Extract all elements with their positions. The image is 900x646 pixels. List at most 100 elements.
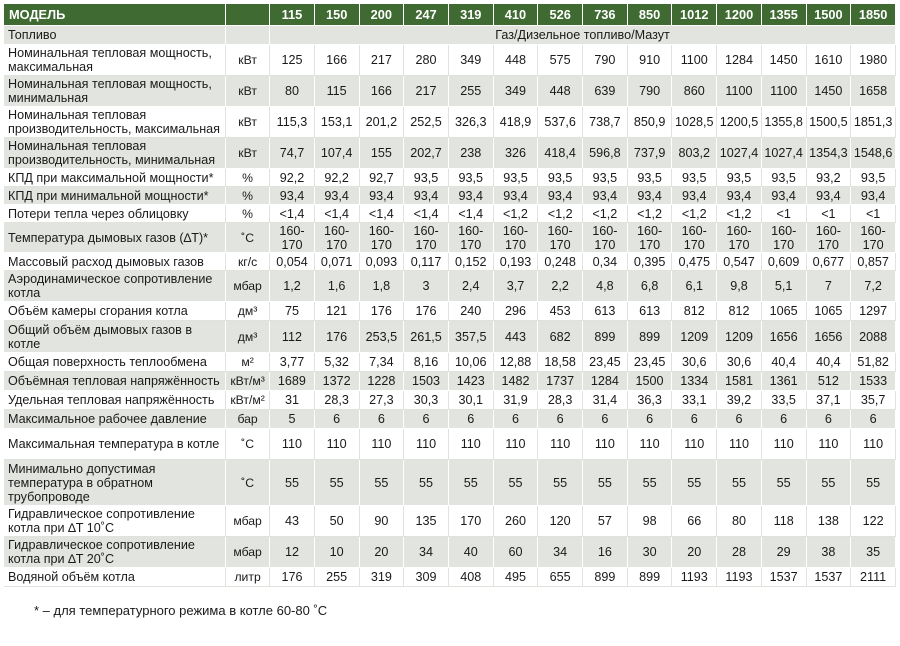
value-cell: 93,4 xyxy=(404,187,449,205)
value-cell: 326 xyxy=(493,138,539,169)
value-cell: 682 xyxy=(538,321,584,353)
value-cell: 2111 xyxy=(851,568,896,587)
value-cell: 28,3 xyxy=(538,391,584,410)
value-cell: 138 xyxy=(806,506,852,537)
row-label: Номинальная тепловая мощность, минимальн… xyxy=(4,76,227,107)
row-unit: дм³ xyxy=(226,321,271,353)
value-cell: 16 xyxy=(583,537,628,568)
value-cell: 39,2 xyxy=(717,391,762,410)
value-cell: 1297 xyxy=(851,302,896,321)
model-header-cell: 200 xyxy=(359,4,405,26)
row-unit: кВт/м³ xyxy=(226,372,271,391)
value-cell: 1,8 xyxy=(359,271,405,302)
model-header: МОДЕЛЬ xyxy=(4,4,227,26)
value-cell: 201,2 xyxy=(359,107,405,138)
value-cell: 30,1 xyxy=(448,391,494,410)
value-cell: 28,3 xyxy=(314,391,360,410)
table-row: Гидравлическое сопротивление котла при ∆… xyxy=(4,506,896,537)
table-row: Удельная тепловая напряжённость кВт/м² 31 2… xyxy=(4,391,896,410)
row-label: Максимальное рабочее давление xyxy=(4,410,227,429)
value-cell: 418,4 xyxy=(538,138,584,169)
table-row: Минимально допустимая температура в обра… xyxy=(4,460,896,506)
row-unit: кВт xyxy=(226,45,271,76)
value-cell: 255 xyxy=(314,568,360,587)
value-cell: 1548,6 xyxy=(851,138,896,169)
value-cell: 122 xyxy=(851,506,896,537)
value-cell: 160-170 xyxy=(583,223,628,253)
footnote: * – для температурного режима в котле 60… xyxy=(34,603,328,618)
model-header-cell: 1012 xyxy=(672,4,718,26)
value-cell: 6 xyxy=(448,410,494,429)
table-row: Массовый расход дымовых газов кг/с 0,054 0,… xyxy=(4,253,896,271)
value-cell: 202,7 xyxy=(404,138,449,169)
value-cell: 812 xyxy=(672,302,718,321)
value-cell: 6 xyxy=(627,410,673,429)
table-row: Номинальная тепловая мощность, минимальн… xyxy=(4,76,896,107)
value-cell: 55 xyxy=(359,460,405,506)
value-cell: 0,193 xyxy=(493,253,539,271)
value-cell: 160-170 xyxy=(806,223,852,253)
value-cell: 6 xyxy=(761,410,807,429)
row-label: Водяной объём котла xyxy=(4,568,227,587)
value-cell: 93,5 xyxy=(761,169,807,187)
value-cell: 118 xyxy=(761,506,807,537)
row-unit: кВт xyxy=(226,107,271,138)
row-label: Номинальная тепловая производительность,… xyxy=(4,107,227,138)
table-row: Максимальное рабочее давление бар 5 6 6 6 6 6 6 6… xyxy=(4,410,896,429)
value-cell: 0,395 xyxy=(627,253,673,271)
value-cell: 93,5 xyxy=(538,169,584,187)
model-header-cell: 115 xyxy=(270,4,315,26)
fuel-value: Газ/Дизельное топливо/Мазут xyxy=(270,26,896,45)
value-cell: 639 xyxy=(583,76,628,107)
value-cell: 93,4 xyxy=(627,187,673,205)
row-unit: мбар xyxy=(226,271,271,302)
value-cell: 36,3 xyxy=(627,391,673,410)
row-unit: мбар xyxy=(226,537,271,568)
row-unit: кг/с xyxy=(226,253,271,271)
header-row: МОДЕЛЬ 115 150 200 247 319 410 526 736 850 1012 12… xyxy=(4,4,896,26)
value-cell: 349 xyxy=(493,76,539,107)
value-cell: 899 xyxy=(627,568,673,587)
value-cell: 160-170 xyxy=(851,223,896,253)
value-cell: 1689 xyxy=(270,372,315,391)
row-unit: м² xyxy=(226,353,271,372)
table-row: Номинальная тепловая производительность,… xyxy=(4,138,896,169)
value-cell: 240 xyxy=(448,302,494,321)
value-cell: 596,8 xyxy=(583,138,628,169)
value-cell: 812 xyxy=(717,302,762,321)
value-cell: 280 xyxy=(404,45,449,76)
row-label: Потери тепла через облицовку xyxy=(4,205,227,223)
value-cell: 110 xyxy=(583,429,628,460)
row-unit: ˚C xyxy=(226,460,271,506)
value-cell: 31,9 xyxy=(493,391,539,410)
value-cell: 93,4 xyxy=(448,187,494,205)
value-cell: 899 xyxy=(583,321,628,353)
value-cell: 7 xyxy=(806,271,852,302)
value-cell: 1100 xyxy=(761,76,807,107)
value-cell: 738,7 xyxy=(583,107,628,138)
value-cell: 93,4 xyxy=(672,187,718,205)
value-cell: 899 xyxy=(583,568,628,587)
value-cell: 66 xyxy=(672,506,718,537)
value-cell: 60 xyxy=(493,537,539,568)
value-cell: 495 xyxy=(493,568,539,587)
value-cell: 160-170 xyxy=(270,223,315,253)
value-cell: 6 xyxy=(493,410,539,429)
value-cell: 30,6 xyxy=(672,353,718,372)
value-cell: 349 xyxy=(448,45,494,76)
value-cell: 92,7 xyxy=(359,169,405,187)
value-cell: 55 xyxy=(314,460,360,506)
value-cell: 6 xyxy=(583,410,628,429)
value-cell: 40 xyxy=(448,537,494,568)
value-cell: 0,475 xyxy=(672,253,718,271)
value-cell: 1656 xyxy=(806,321,852,353)
value-cell: 34 xyxy=(538,537,584,568)
value-cell: 92,2 xyxy=(270,169,315,187)
value-cell: 160-170 xyxy=(672,223,718,253)
value-cell: 55 xyxy=(583,460,628,506)
value-cell: 1,6 xyxy=(314,271,360,302)
row-label: Общая поверхность теплообмена xyxy=(4,353,227,372)
value-cell: 110 xyxy=(538,429,584,460)
value-cell: 1450 xyxy=(761,45,807,76)
value-cell: <1,4 xyxy=(359,205,405,223)
